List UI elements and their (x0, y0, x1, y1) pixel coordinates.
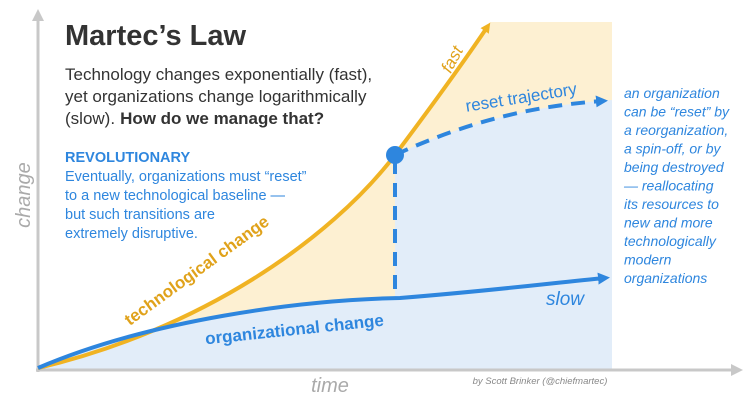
note: an organization can be “reset” by a reorga… (623, 85, 730, 286)
org-curve (37, 272, 610, 370)
y-axis-label: change (13, 162, 35, 228)
note-line: technologically (624, 233, 717, 249)
description-question: How do we manage that? (120, 109, 324, 128)
callout-line: but such transitions are (65, 207, 215, 223)
reset-point (386, 146, 404, 164)
note-line: a spin-off, or by (624, 141, 721, 157)
slow-label: slow (546, 289, 585, 310)
description-line: Technology changes exponentially (fast), (65, 65, 372, 84)
callout-line: extremely disruptive. (65, 226, 198, 242)
note-line: a reorganization, (624, 122, 728, 138)
callout-heading: REVOLUTIONARY (65, 150, 190, 166)
note-line: can be “reset” by (624, 104, 730, 120)
note-line: organizations (624, 270, 707, 286)
description-line: (slow). How do we manage that? (65, 109, 324, 128)
title: Martec’s Law (65, 20, 246, 52)
note-line: being destroyed (624, 159, 725, 175)
description-text: (slow). (65, 109, 115, 128)
x-axis-label: time (311, 375, 349, 397)
note-line: an organization (624, 85, 720, 101)
blue-area-org (38, 277, 612, 370)
callout-line: Eventually, organizations must “reset” (65, 169, 307, 185)
reset-curve (394, 95, 608, 157)
note-line: — reallocating (623, 178, 714, 194)
note-line: modern (624, 252, 672, 268)
note-line: its resources to (624, 196, 719, 212)
description-line: yet organizations change logarithmically (65, 87, 367, 106)
callout-line: to a new technological baseline — (65, 188, 286, 204)
credit: by Scott Brinker (@chiefmartec) (473, 376, 608, 387)
note-line: new and more (624, 215, 713, 231)
